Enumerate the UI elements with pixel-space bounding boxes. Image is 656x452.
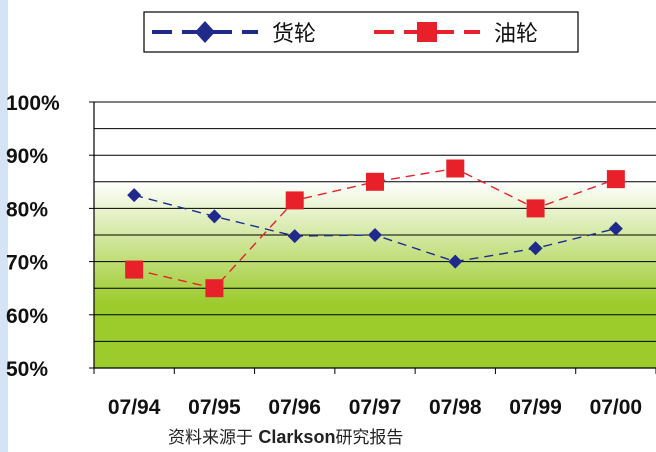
plot-gradient xyxy=(94,181,656,368)
y-tick-label: 60% xyxy=(6,305,48,328)
legend: 货轮 油轮 xyxy=(143,11,579,53)
x-tick-label: 07/98 xyxy=(429,396,482,419)
y-tick-label: 70% xyxy=(6,252,48,275)
data-point-square xyxy=(366,172,384,191)
axes xyxy=(89,101,656,374)
data-point-square xyxy=(446,159,465,178)
source-org: Clarkson xyxy=(258,427,335,447)
data-point-diamond xyxy=(287,229,302,244)
legend-marker-square-icon xyxy=(417,22,437,42)
legend-label-tanker: 油轮 xyxy=(494,22,538,47)
legend-label-cargo: 货轮 xyxy=(272,22,316,47)
x-tick-label: 07/95 xyxy=(188,396,241,419)
y-tick-label: 50% xyxy=(6,358,48,381)
data-point-diamond xyxy=(528,241,543,256)
data-point-square xyxy=(606,170,625,189)
y-tick-label: 90% xyxy=(6,145,48,168)
data-point-diamond xyxy=(207,209,222,224)
data-point-square xyxy=(285,191,304,210)
legend-marker-diamond-icon xyxy=(195,21,215,43)
data-point-square xyxy=(526,199,545,218)
x-tick-label: 07/97 xyxy=(349,396,402,419)
left-edge-stripe xyxy=(0,0,8,452)
source-caption: 资料来源于 Clarkson研究报告 xyxy=(168,427,403,448)
data-point-diamond xyxy=(448,254,463,269)
data-point-diamond xyxy=(368,228,382,242)
x-tick-label: 07/99 xyxy=(509,396,562,419)
data-point-square xyxy=(125,260,144,279)
data-point-diamond xyxy=(608,221,623,236)
source-prefix: 资料来源于 xyxy=(168,428,258,448)
data-point-square xyxy=(205,279,224,298)
x-tick-labels: 07/94 07/95 07/96 07/97 07/98 07/99 07/00 xyxy=(108,396,642,419)
source-suffix: 研究报告 xyxy=(335,428,403,448)
data-point-diamond xyxy=(127,188,142,203)
x-tick-label: 07/94 xyxy=(108,396,161,419)
plot-area: 50% 60% 70% 80% 90% 100% 07/94 07/95 07/96 07/97… xyxy=(6,92,656,419)
y-tick-label: 100% xyxy=(6,92,60,115)
x-tick-label: 07/96 xyxy=(268,396,321,419)
series-group xyxy=(125,159,625,298)
x-tick-label: 07/00 xyxy=(590,396,643,419)
y-tick-label: 80% xyxy=(6,198,48,221)
y-tick-labels: 50% 60% 70% 80% 90% 100% xyxy=(6,92,60,381)
